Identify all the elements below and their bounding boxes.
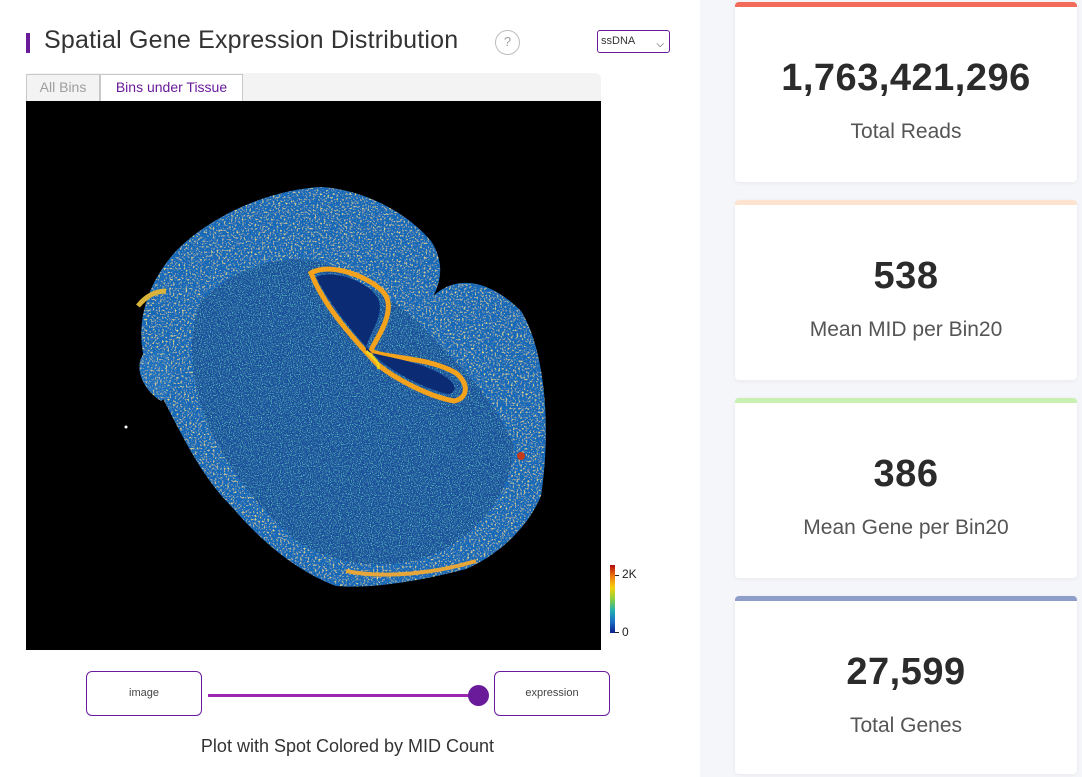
page-title: Spatial Gene Expression Distribution bbox=[44, 26, 459, 54]
colorbar-max-label: 2K bbox=[622, 567, 637, 581]
colorbar-tick-max bbox=[615, 575, 619, 576]
colorbar-tick-min bbox=[615, 632, 619, 633]
help-icon[interactable]: ? bbox=[495, 30, 520, 55]
stat-label: Total Genes bbox=[849, 714, 963, 737]
select-value: ssDNA bbox=[601, 35, 636, 47]
stat-label: Mean MID per Bin20 bbox=[809, 318, 1003, 341]
stat-value: 27,599 bbox=[846, 651, 966, 693]
stat-card-total-reads: 1,763,421,296 Total Reads bbox=[735, 2, 1077, 182]
stat-card-mean-mid: 538 Mean MID per Bin20 bbox=[735, 200, 1077, 380]
stat-label: Mean Gene per Bin20 bbox=[803, 516, 1009, 539]
stat-value: 538 bbox=[873, 255, 939, 297]
title-accent-bar bbox=[26, 33, 30, 53]
view-slider-track[interactable] bbox=[208, 694, 480, 697]
stat-label: Total Reads bbox=[850, 120, 962, 143]
tissue-heatmap-image bbox=[124, 187, 546, 587]
view-slider-handle[interactable] bbox=[468, 685, 489, 706]
stat-value: 386 bbox=[873, 453, 939, 495]
colorbar-min-label: 0 bbox=[622, 625, 629, 639]
stat-value: 1,763,421,296 bbox=[781, 57, 1031, 99]
stat-card-mean-gene: 386 Mean Gene per Bin20 bbox=[735, 398, 1077, 578]
image-mode-button[interactable]: image bbox=[86, 671, 202, 716]
tab-all-bins[interactable]: All Bins bbox=[26, 74, 100, 101]
expression-mode-button[interactable]: expression bbox=[494, 671, 610, 716]
chevron-down-icon: ⌵ bbox=[656, 39, 664, 50]
left-panel: Spatial Gene Expression Distribution ? s… bbox=[26, 26, 670, 756]
plot-caption: Plot with Spot Colored by MID Count bbox=[200, 736, 495, 756]
colorbar bbox=[610, 565, 615, 633]
stat-card-total-genes: 27,599 Total Genes bbox=[735, 596, 1077, 774]
spatial-expression-plot[interactable] bbox=[26, 101, 601, 650]
image-type-select[interactable]: ssDNA ⌵ bbox=[597, 30, 670, 53]
tab-bins-under-tissue[interactable]: Bins under Tissue bbox=[100, 74, 243, 101]
